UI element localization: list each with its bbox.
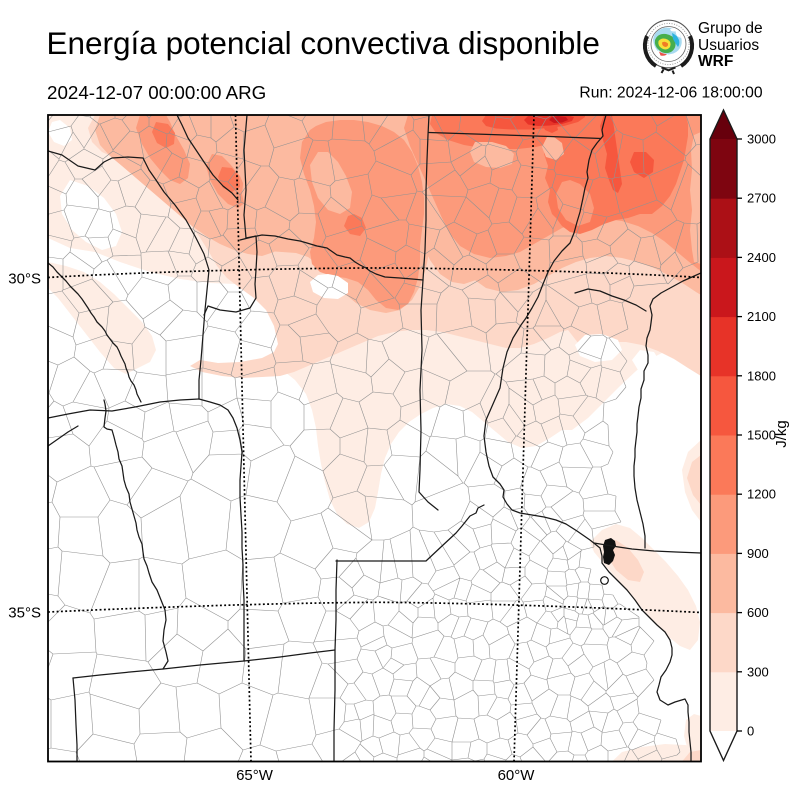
svg-text:Run: 2024-12-06 18:00:00: Run: 2024-12-06 18:00:00 [579, 85, 762, 102]
svg-text:2024-12-07 00:00:00 ARG: 2024-12-07 00:00:00 ARG [47, 82, 266, 103]
svg-text:Energía potencial convectiva d: Energía potencial convectiva disponible [47, 25, 600, 61]
svg-text:J/kg: J/kg [773, 420, 790, 448]
svg-text:65°W: 65°W [236, 767, 274, 784]
svg-text:Grupo de: Grupo de [698, 20, 763, 37]
svg-text:2400: 2400 [747, 250, 776, 265]
svg-text:600: 600 [747, 605, 769, 620]
svg-text:1500: 1500 [747, 428, 776, 443]
svg-text:300: 300 [747, 664, 769, 679]
svg-text:1200: 1200 [747, 487, 776, 502]
svg-text:30°S: 30°S [8, 271, 41, 288]
svg-text:2700: 2700 [747, 191, 776, 206]
svg-text:60°W: 60°W [498, 767, 536, 784]
svg-text:0: 0 [747, 724, 754, 739]
svg-text:900: 900 [747, 546, 769, 561]
svg-text:2100: 2100 [747, 309, 776, 324]
svg-text:WRF: WRF [698, 53, 733, 70]
svg-text:3000: 3000 [747, 132, 776, 147]
svg-text:35°S: 35°S [8, 605, 41, 622]
svg-text:1800: 1800 [747, 368, 776, 383]
svg-text:Usuarios: Usuarios [698, 37, 759, 54]
